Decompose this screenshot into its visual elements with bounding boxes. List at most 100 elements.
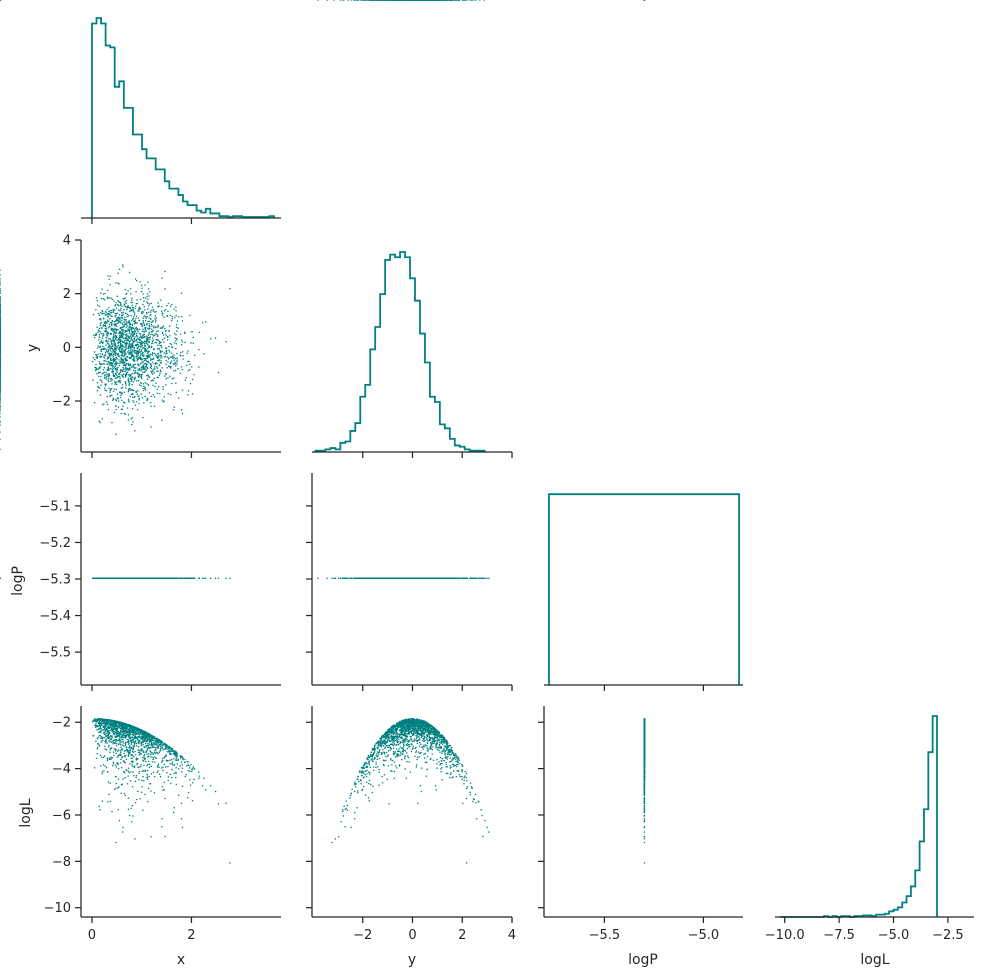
scatter-point: [140, 373, 143, 376]
scatter-point: [143, 308, 146, 311]
scatter-point: [175, 315, 177, 317]
scatter-point: [95, 353, 97, 356]
scatter-point: [139, 354, 142, 356]
scatter-point: [140, 353, 142, 355]
scatter-point: [100, 350, 102, 352]
scatter-point: [155, 310, 157, 313]
scatter-point: [176, 361, 178, 363]
scatter-point: [177, 367, 179, 370]
scatter-point: [121, 347, 124, 349]
scatter-point: [167, 377, 169, 379]
scatter-point: [136, 393, 139, 395]
scatter-point: [135, 315, 138, 317]
scatter-point: [112, 328, 114, 331]
scatter-point: [113, 348, 116, 351]
scatter-point: [124, 339, 126, 342]
scatter-point: [128, 332, 131, 334]
scatter-point: [99, 323, 102, 325]
scatter-point: [110, 359, 112, 361]
scatter-point: [106, 403, 109, 406]
scatter-point: [113, 411, 116, 414]
scatter-point: [165, 363, 167, 366]
scatter-point: [111, 354, 113, 357]
scatter-point: [98, 318, 101, 320]
scatter-point: [101, 288, 103, 290]
scatter-point: [106, 395, 109, 398]
scatter-point: [99, 342, 101, 344]
scatter-point: [187, 394, 189, 396]
scatter-point: [113, 374, 116, 376]
scatter-point: [149, 401, 152, 404]
scatter-point: [104, 310, 107, 313]
scatter-point: [139, 298, 142, 301]
scatter-point: [161, 326, 164, 328]
scatter-point: [134, 278, 137, 280]
scatter-point: [147, 308, 149, 310]
scatter-point: [142, 416, 144, 419]
scatter-point: [154, 315, 157, 317]
scatter-point: [159, 354, 162, 357]
scatter-point: [145, 311, 148, 314]
scatter-point: [140, 369, 142, 372]
scatter-point: [136, 336, 139, 338]
scatter-point: [140, 349, 143, 351]
scatter-point: [175, 309, 177, 312]
scatter-point: [167, 392, 169, 395]
scatter-point: [109, 333, 112, 336]
scatter-point: [175, 343, 178, 345]
scatter-point: [136, 345, 138, 347]
scatter-point: [203, 577, 205, 580]
scatter-point: [150, 309, 152, 311]
scatter-point: [151, 354, 154, 356]
scatter-point: [107, 355, 109, 358]
scatter-point: [137, 380, 140, 382]
scatter-point: [119, 362, 121, 365]
scatter-point: [182, 354, 184, 357]
scatter-point: [113, 320, 116, 323]
scatter-point: [99, 346, 101, 348]
scatter-point: [127, 419, 130, 421]
scatter-point: [145, 316, 147, 318]
scatter-point: [138, 351, 140, 353]
scatter-point: [142, 293, 144, 295]
scatter-point: [147, 298, 149, 300]
scatter-point: [161, 356, 163, 358]
scatter-point: [143, 385, 145, 388]
scatter-point: [112, 355, 114, 358]
scatter-point: [173, 359, 175, 361]
scatter-point: [161, 399, 164, 401]
scatter-point: [168, 351, 171, 353]
scatter-point: [147, 347, 149, 350]
scatter-point: [113, 346, 116, 348]
scatter-point: [173, 363, 176, 366]
scatter-point: [128, 351, 130, 353]
scatter-point: [157, 376, 159, 379]
scatter-point: [164, 375, 166, 377]
scatter-point: [128, 271, 131, 274]
scatter-point: [142, 317, 144, 319]
scatter-point: [137, 329, 139, 331]
scatter-point: [101, 373, 103, 375]
scatter-point: [136, 355, 139, 357]
scatter-point: [161, 312, 164, 314]
scatter-point: [154, 368, 156, 370]
scatter-point: [147, 384, 150, 386]
scatter-point: [148, 376, 151, 378]
scatter-point: [209, 577, 212, 580]
scatter-point: [142, 387, 144, 389]
scatter-point: [105, 350, 108, 352]
scatter-point: [140, 393, 142, 395]
scatter-point: [125, 342, 128, 345]
scatter-point: [150, 333, 152, 336]
scatter-point: [133, 313, 136, 316]
scatter-point: [115, 331, 118, 334]
scatter-point: [119, 396, 122, 399]
scatter-point: [141, 325, 143, 328]
scatter-point: [214, 337, 217, 339]
scatter-point: [136, 409, 139, 411]
scatter-point: [170, 320, 173, 322]
scatter-point: [159, 299, 162, 301]
scatter-point: [105, 327, 108, 329]
scatter-point: [138, 399, 140, 401]
scatter-point: [119, 380, 122, 382]
